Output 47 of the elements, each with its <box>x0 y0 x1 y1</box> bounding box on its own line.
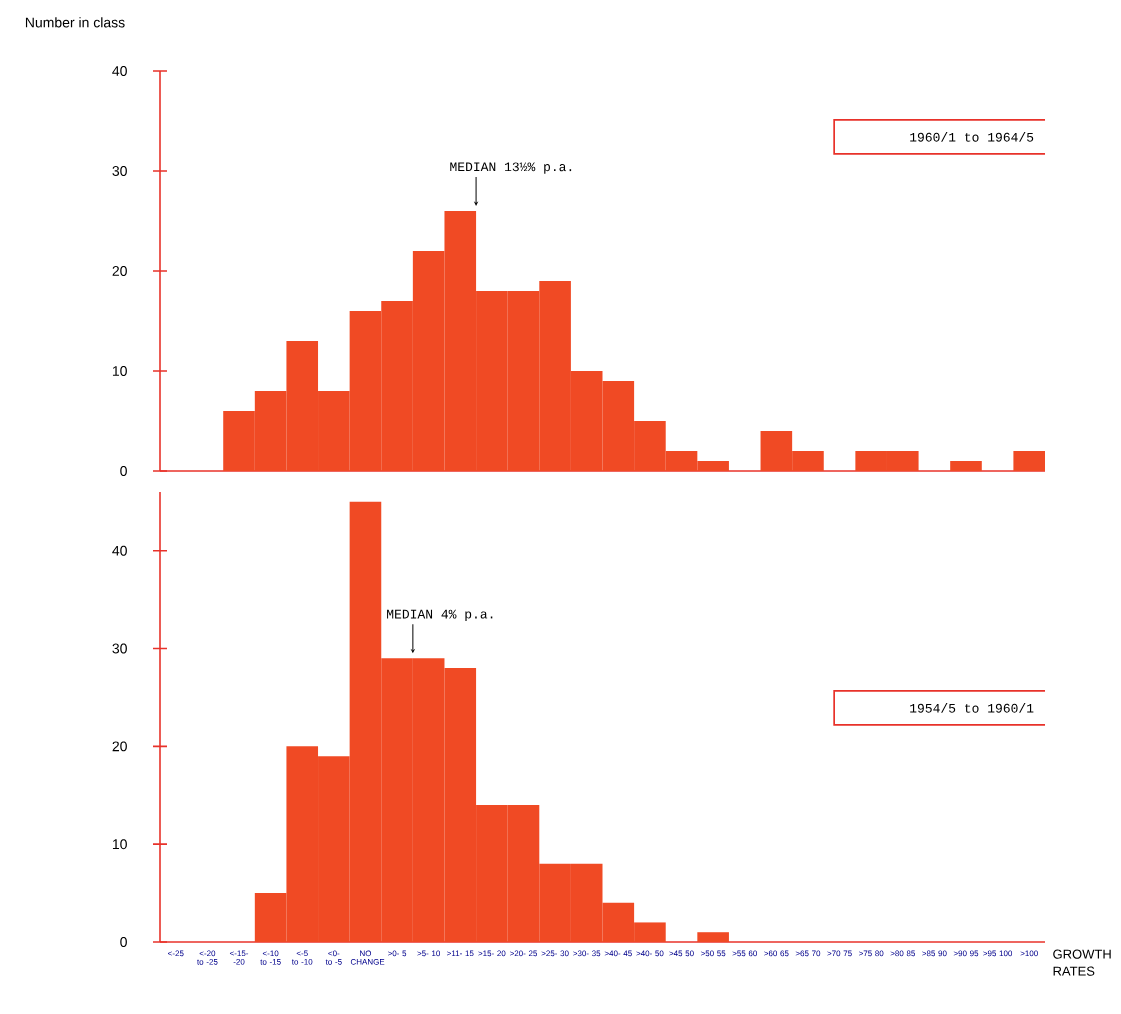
bar <box>1013 450 1046 471</box>
x-tick-label: >85 90 <box>922 950 947 957</box>
y-tick-label: 0 <box>120 466 127 476</box>
x-tick-label: >15- 20 <box>478 950 506 957</box>
x-tick-label: >55 60 <box>732 950 757 957</box>
x-tick-label: >5- 10 <box>417 950 441 957</box>
x-tick-label: >40- 50 <box>636 950 664 957</box>
x-tick-label: <-5 to -10 <box>291 950 313 965</box>
y-tick-label: 40 <box>112 545 127 556</box>
annotation: 1954/5 to 1960/1 <box>910 703 1034 713</box>
x-tick-label: <0- to -5 <box>325 950 342 965</box>
x-tick-label: >75 80 <box>859 950 884 957</box>
annotation: MEDIAN 4% p.a. <box>387 609 493 622</box>
y-tick-label: 30 <box>112 643 127 654</box>
x-tick-label: >65 70 <box>795 950 821 957</box>
x-tick-label: <-25 <box>168 950 184 957</box>
x-tick-label: >30- 35 <box>573 950 601 957</box>
x-tick-label: >70 75 <box>827 950 852 957</box>
x-tick-label: >50 55 <box>700 950 726 957</box>
y-tick-label: 30 <box>112 166 127 176</box>
x-tick-label: >95 100 <box>983 950 1013 957</box>
x-tick-label: >25- 30 <box>541 950 569 957</box>
y-tick-label: 20 <box>112 266 127 276</box>
x-tick-label: <-10 to -15 <box>260 950 281 965</box>
y-tick-label: 20 <box>112 741 127 752</box>
y-tick-label: 10 <box>112 366 127 376</box>
x-axis-title: GROWTH RATES <box>1053 949 1111 976</box>
x-tick-label: <-15- -20 <box>229 950 249 965</box>
annotation: MEDIAN 13½% p.a. <box>450 162 572 174</box>
x-tick-label: >40- 45 <box>604 950 632 957</box>
x-tick-label: >100 <box>1020 950 1038 957</box>
y-axis-title: Number in class <box>25 17 125 28</box>
bar <box>697 932 729 942</box>
y-tick-label: 40 <box>112 66 127 76</box>
x-tick-label: NO CHANGE <box>350 950 385 965</box>
annotation: 1960/1 to 1964/5 <box>910 132 1034 142</box>
x-tick-label: >90 95 <box>953 950 979 957</box>
bar <box>950 460 982 471</box>
y-tick-label: 10 <box>112 839 127 850</box>
x-tick-label: >20- 25 <box>509 950 538 957</box>
x-tick-label: >60 65 <box>764 950 789 957</box>
x-tick-label: >11- 15 <box>447 950 474 957</box>
y-tick-label: 0 <box>120 937 127 947</box>
x-tick-label: <-20 to -25 <box>197 950 218 965</box>
x-tick-label: >45 50 <box>669 950 694 957</box>
x-tick-label: >0- 5 <box>388 950 407 957</box>
x-tick-label: >80 85 <box>890 950 915 957</box>
